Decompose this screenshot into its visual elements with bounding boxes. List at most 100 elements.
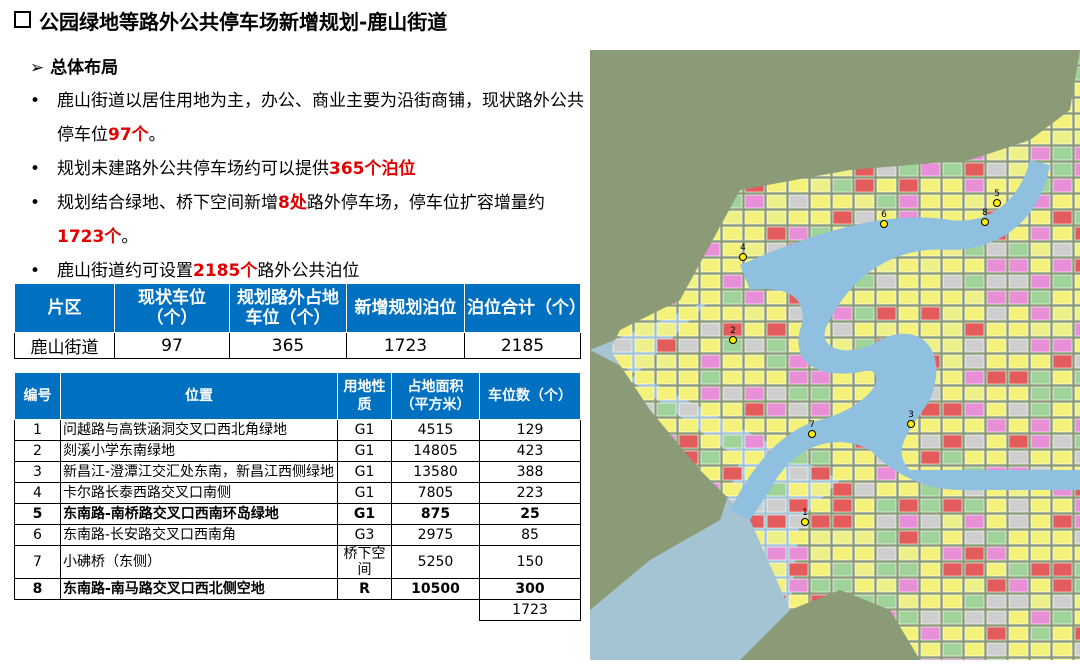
land-block bbox=[920, 626, 941, 641]
land-block bbox=[1008, 562, 1029, 577]
land-block bbox=[876, 546, 897, 561]
land-block bbox=[1052, 306, 1073, 321]
land-block bbox=[1030, 530, 1051, 545]
land-block bbox=[788, 370, 809, 385]
land-block bbox=[700, 306, 721, 321]
land-block bbox=[1052, 642, 1073, 657]
table-row: 5 东南路-南桥路交叉口西南环岛绿地 G1 875 25 bbox=[14, 503, 581, 525]
land-block bbox=[920, 434, 941, 449]
land-block bbox=[964, 402, 985, 417]
land-block bbox=[832, 482, 853, 497]
highlight: 97个 bbox=[108, 125, 149, 145]
land-block bbox=[766, 226, 787, 241]
land-block bbox=[942, 338, 963, 353]
land-block bbox=[1052, 530, 1073, 545]
land-block bbox=[1074, 642, 1080, 657]
land-block bbox=[920, 546, 941, 561]
land-block bbox=[700, 354, 721, 369]
land-block bbox=[1052, 594, 1073, 609]
land-block bbox=[1074, 594, 1080, 609]
land-block bbox=[1074, 418, 1080, 433]
land-block bbox=[1008, 386, 1029, 401]
land-block bbox=[832, 210, 853, 225]
land-block bbox=[964, 658, 985, 660]
table-cell: 桥下空间 bbox=[337, 545, 392, 579]
land-block bbox=[744, 242, 765, 257]
land-block bbox=[1052, 130, 1073, 145]
land-block bbox=[942, 658, 963, 660]
land-block bbox=[920, 306, 941, 321]
header-cell: 泊位合计（个） bbox=[464, 283, 586, 333]
land-block bbox=[766, 306, 787, 321]
map-markers: 1 2 3 4 5 6 7 8 bbox=[729, 189, 1001, 526]
land-block bbox=[788, 178, 809, 193]
land-block bbox=[1074, 562, 1080, 577]
bullet-item: 规划未建路外公共停车场约可以提供365个泊位 bbox=[30, 152, 585, 186]
land-block bbox=[1008, 434, 1029, 449]
table-cell: G1 bbox=[337, 461, 392, 483]
land-block bbox=[964, 386, 985, 401]
land-block bbox=[898, 178, 919, 193]
land-block bbox=[964, 514, 985, 529]
land-block bbox=[1052, 546, 1073, 561]
land-block bbox=[964, 434, 985, 449]
land-block bbox=[1052, 626, 1073, 641]
land-block bbox=[722, 418, 743, 433]
land-block bbox=[876, 514, 897, 529]
land-block bbox=[1008, 242, 1029, 257]
land-block bbox=[898, 306, 919, 321]
land-block bbox=[700, 386, 721, 401]
table-row: 鹿山街道 97 365 1723 2185 bbox=[14, 332, 581, 359]
table-cell: 150 bbox=[479, 545, 581, 579]
land-block bbox=[1052, 322, 1073, 337]
land-block bbox=[766, 338, 787, 353]
land-block bbox=[876, 322, 897, 337]
land-block bbox=[810, 178, 831, 193]
land-block bbox=[1030, 514, 1051, 529]
land-block bbox=[1008, 402, 1029, 417]
land-block bbox=[832, 530, 853, 545]
land-block bbox=[1074, 610, 1080, 625]
land-block bbox=[986, 290, 1007, 305]
land-block bbox=[1074, 242, 1080, 257]
land-block bbox=[986, 242, 1007, 257]
land-block bbox=[920, 610, 941, 625]
land-block bbox=[788, 210, 809, 225]
land-block bbox=[678, 338, 699, 353]
header-cell: 占地面积（平方米） bbox=[391, 372, 480, 420]
land-block bbox=[744, 210, 765, 225]
land-block bbox=[700, 434, 721, 449]
land-block bbox=[942, 306, 963, 321]
land-block bbox=[854, 322, 875, 337]
table-cell: 3 bbox=[14, 461, 61, 483]
land-block bbox=[1074, 498, 1080, 513]
land-block bbox=[898, 514, 919, 529]
land-block bbox=[942, 626, 963, 641]
land-block bbox=[986, 418, 1007, 433]
land-block bbox=[1008, 530, 1029, 545]
land-block bbox=[1052, 418, 1073, 433]
land-block bbox=[986, 514, 1007, 529]
land-block bbox=[942, 498, 963, 513]
land-block bbox=[942, 162, 963, 177]
land-block bbox=[788, 562, 809, 577]
land-block bbox=[700, 338, 721, 353]
table-cell: 5 bbox=[14, 503, 61, 525]
table-cell: 97 bbox=[114, 332, 230, 359]
land-block bbox=[810, 514, 831, 529]
land-block bbox=[1074, 402, 1080, 417]
land-block bbox=[876, 578, 897, 593]
land-block bbox=[744, 450, 765, 465]
land-block bbox=[876, 594, 897, 609]
land-block bbox=[1030, 626, 1051, 641]
land-block bbox=[1030, 338, 1051, 353]
land-block bbox=[678, 434, 699, 449]
land-block bbox=[722, 370, 743, 385]
land-block bbox=[766, 498, 787, 513]
land-block bbox=[1052, 354, 1073, 369]
table-row: 7 小砩桥（东侧） 桥下空间 5250 150 bbox=[14, 545, 581, 579]
marker-dot bbox=[739, 253, 747, 261]
table-cell: G3 bbox=[337, 524, 392, 546]
land-block bbox=[854, 482, 875, 497]
land-block bbox=[700, 258, 721, 273]
